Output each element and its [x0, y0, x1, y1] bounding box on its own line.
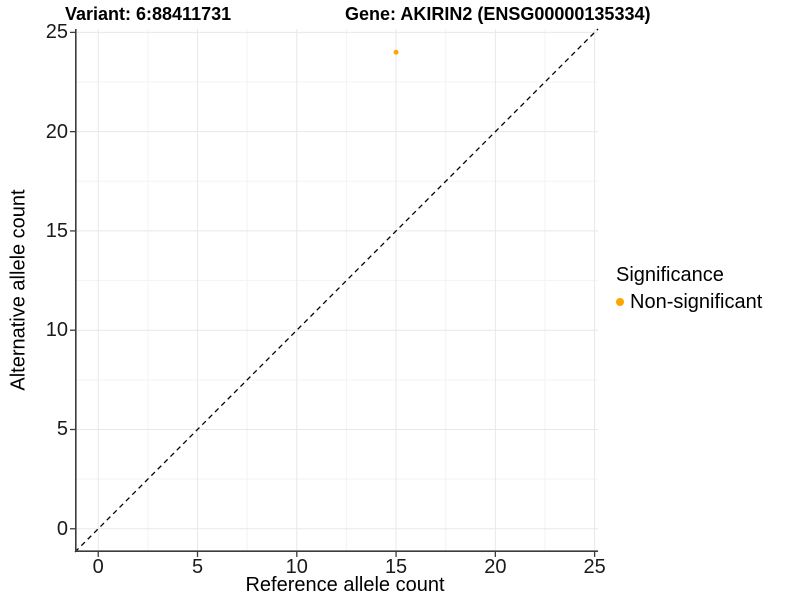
data-point [393, 49, 399, 55]
y-tick-label: 5 [56, 418, 68, 441]
x-tick-label: 15 [384, 556, 408, 578]
x-tick-label: 20 [484, 556, 507, 578]
x-tick-label: 25 [583, 556, 606, 578]
legend-item: Non-significant [616, 290, 762, 314]
x-axis-title: Reference allele count [245, 574, 445, 596]
identity-line [74, 28, 599, 553]
x-tick-label: 5 [191, 556, 204, 578]
plot-title-variant: Variant: 6:88411731 [65, 4, 232, 24]
y-tick-label: 10 [45, 319, 68, 342]
plot-title-gene: Gene: AKIRIN2 (ENSG00000135334) [345, 4, 651, 24]
x-tick-label: 0 [92, 556, 104, 578]
legend-title: Significance [616, 264, 724, 286]
plot-panel [70, 28, 599, 557]
legend-point-icon [616, 298, 624, 306]
y-tick-label: 0 [56, 517, 68, 540]
x-tick-label: 10 [285, 556, 308, 578]
y-tick-label: 15 [45, 219, 68, 242]
legend: Significance Non-significant [616, 263, 762, 314]
legend-item-label: Non-significant [630, 291, 763, 313]
y-tick-label: 20 [45, 120, 68, 143]
y-tick-label: 25 [45, 21, 68, 44]
